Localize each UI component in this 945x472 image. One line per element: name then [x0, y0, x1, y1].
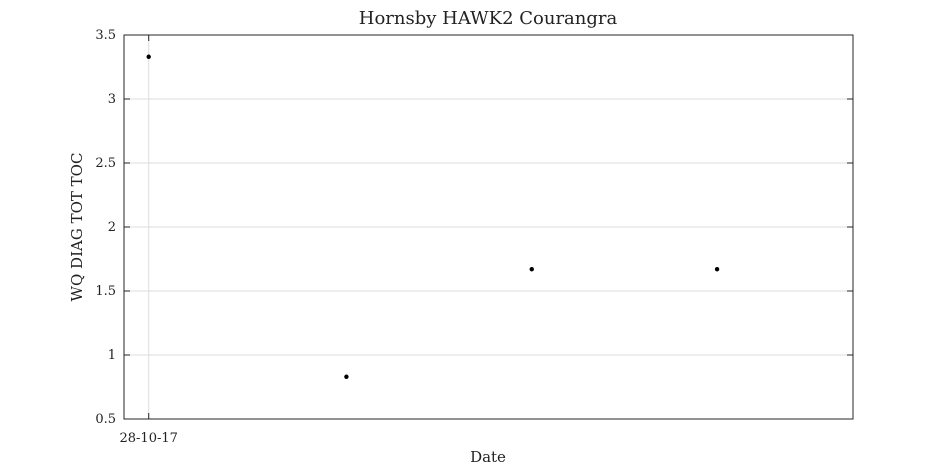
data-point: [529, 267, 534, 272]
y-tick-label: 1: [108, 348, 116, 363]
y-tick-label: 3.5: [95, 28, 116, 43]
grid: [124, 35, 853, 419]
data-point: [146, 54, 151, 59]
y-tick-label: 0.5: [95, 412, 116, 427]
data-series: [146, 54, 720, 379]
y-axis: 0.5 1 1.5 2 2.5 3 3.5: [95, 28, 853, 427]
y-tick-label: 1.5: [95, 284, 116, 299]
data-point: [344, 374, 349, 379]
x-axis-label: Date: [470, 448, 506, 466]
chart-title: Hornsby HAWK2 Courangra: [359, 8, 618, 29]
y-tick-label: 3: [108, 92, 116, 107]
x-axis: 28-10-17: [120, 35, 178, 446]
y-tick-label: 2: [108, 220, 116, 235]
data-point: [714, 267, 720, 272]
y-tick-label: 2.5: [95, 156, 116, 171]
x-tick-label: 28-10-17: [120, 431, 178, 446]
y-axis-label: WQ DIAG TOT TOC: [68, 153, 86, 302]
